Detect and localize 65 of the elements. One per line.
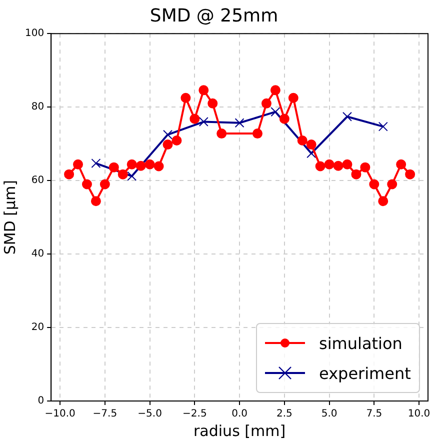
point <box>163 130 172 140</box>
point <box>261 98 272 108</box>
legend-label: simulation <box>319 334 402 352</box>
point <box>342 159 352 170</box>
point <box>405 169 416 180</box>
point <box>144 159 155 170</box>
point <box>288 92 298 103</box>
point <box>91 158 101 168</box>
point <box>136 160 146 171</box>
y-tick-label: 80 <box>31 102 44 113</box>
point <box>360 162 370 172</box>
y-tick-label: 0 <box>38 396 44 407</box>
y-tick-label: 100 <box>24 28 44 40</box>
point <box>198 85 209 96</box>
point <box>216 128 227 139</box>
point <box>108 162 119 172</box>
point <box>306 148 316 158</box>
point <box>270 107 280 117</box>
x-axis-title: radius [mm] <box>194 422 286 440</box>
point <box>387 179 398 190</box>
point <box>118 169 128 180</box>
point <box>127 171 137 181</box>
point <box>378 122 388 132</box>
x-tick-label: −7.5 <box>92 408 118 420</box>
point <box>315 161 326 172</box>
point <box>297 136 308 146</box>
point <box>396 159 406 170</box>
x-tick-label: −5.0 <box>138 408 162 420</box>
point <box>154 161 164 172</box>
point <box>369 179 380 190</box>
point <box>234 118 244 128</box>
point <box>162 140 173 150</box>
point <box>100 179 110 190</box>
x-tick-label: 7.5 <box>366 408 382 420</box>
point <box>324 159 334 170</box>
x-tick-label: −10.0 <box>44 408 76 420</box>
point <box>126 159 137 170</box>
x-tick-label: −2.5 <box>182 408 207 420</box>
y-tick-label: 20 <box>31 322 44 334</box>
point <box>306 140 316 150</box>
point <box>73 159 84 170</box>
point <box>90 196 101 206</box>
y-tick-label: 60 <box>31 175 44 186</box>
y-tick-label: 40 <box>31 248 44 260</box>
x-tick-label: 10.0 <box>408 408 430 420</box>
point <box>172 136 182 146</box>
point <box>180 92 191 103</box>
x-tick-label: 0.0 <box>232 408 248 420</box>
y-axis-title: SMD [µm] <box>0 180 19 255</box>
point <box>279 114 290 124</box>
point <box>82 179 92 190</box>
point <box>270 85 280 96</box>
x-tick-label: 2.5 <box>276 408 292 420</box>
point <box>198 117 208 127</box>
point <box>333 160 344 171</box>
point <box>342 112 352 122</box>
x-tick-label: 5.0 <box>321 408 338 420</box>
point <box>208 98 218 108</box>
point <box>190 114 200 124</box>
legend-label: experiment <box>319 364 411 382</box>
point <box>252 128 262 139</box>
chart-title: SMD @ 25mm <box>150 5 278 26</box>
point <box>378 196 388 206</box>
point <box>351 169 362 180</box>
point <box>64 169 74 180</box>
